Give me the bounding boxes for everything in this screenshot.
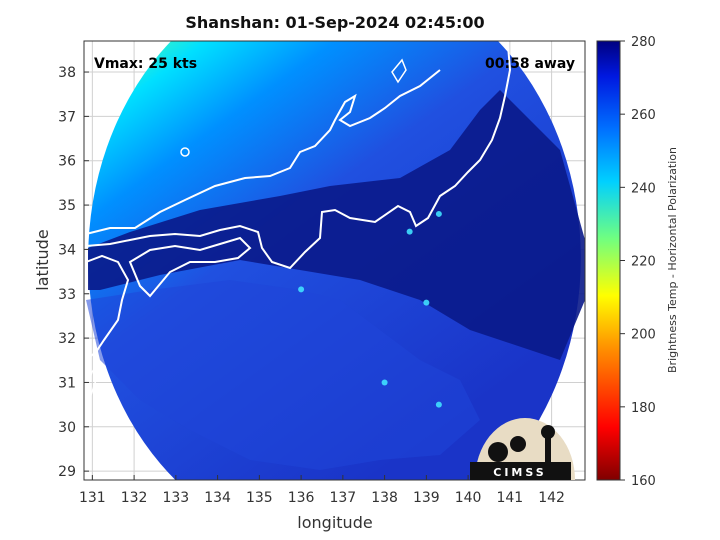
- y-tick-label: 30: [58, 420, 76, 436]
- x-tick-label: 137: [329, 490, 356, 506]
- water-tower-icon: [545, 438, 551, 462]
- colorbar: [596, 40, 621, 481]
- satellite-dish-icon: [488, 442, 508, 462]
- hotspot-point: [435, 401, 442, 408]
- y-tick-label: 37: [58, 109, 76, 125]
- logo-text: CIMSS: [493, 466, 546, 479]
- hotspot-point: [381, 379, 388, 386]
- x-tick-label: 134: [204, 490, 231, 506]
- x-tick-label: 139: [413, 490, 440, 506]
- coastline-honshu-north: [85, 69, 441, 235]
- x-axis-label: longitude: [297, 513, 372, 532]
- colorbar-tick-label: 220: [631, 255, 656, 270]
- axes-frame: [83, 40, 586, 481]
- coastline-tanegashima: [85, 361, 101, 400]
- hotspot-point: [423, 299, 430, 306]
- coastline-kyushu: [85, 254, 130, 361]
- cimss-logo: CIMSS: [470, 418, 575, 480]
- water-tower-tank-icon: [541, 425, 555, 439]
- colorbar-ticks: 160 180 200 220 240 260 280: [620, 35, 656, 489]
- y-axis-ticks: 29 30 31 32 33 34 35 36 37 38: [58, 65, 89, 480]
- vmax-annotation: Vmax: 25 kts: [94, 56, 197, 72]
- coastline-noto: [391, 58, 407, 84]
- coastline-oki: [180, 147, 190, 157]
- x-tick-label: 133: [162, 490, 189, 506]
- y-tick-label: 32: [58, 331, 76, 347]
- satellite-dish-icon-2: [510, 436, 526, 452]
- x-tick-label: 135: [246, 490, 273, 506]
- time-away-annotation: 00:58 away: [485, 56, 575, 72]
- warm-region: [88, 90, 585, 360]
- y-tick-label: 35: [58, 198, 76, 214]
- ocean-region: [86, 280, 480, 470]
- hotspot-point: [298, 286, 305, 293]
- coastline-honshu-south: [85, 44, 512, 270]
- y-axis-label: latitude: [33, 229, 52, 290]
- y-tick-label: 29: [58, 464, 76, 480]
- colorbar-tick-label: 160: [631, 474, 656, 489]
- y-tick-label: 36: [58, 154, 76, 170]
- x-tick-label: 136: [288, 490, 315, 506]
- y-tick-label: 38: [58, 65, 76, 81]
- colorbar-tick-label: 240: [631, 181, 656, 196]
- x-tick-label: 142: [538, 490, 565, 506]
- chart-title: Shanshan: 01-Sep-2024 02:45:00: [185, 13, 484, 32]
- coastline-shikoku: [128, 236, 252, 298]
- colorbar-tick-label: 180: [631, 401, 656, 416]
- y-tick-label: 31: [58, 375, 76, 391]
- colorbar-label: Brightness Temp - Horizontal Polarizatio…: [666, 147, 679, 373]
- x-axis-ticks: 131 132 133 134 135 136 137 138 139 140 141 142: [79, 475, 565, 506]
- x-tick-label: 141: [496, 490, 523, 506]
- hotspot-point: [435, 210, 442, 217]
- hotspot-group: [298, 210, 442, 408]
- colorbar-tick-label: 200: [631, 328, 656, 343]
- colorbar-tick-label: 260: [631, 108, 656, 123]
- y-tick-label: 33: [58, 287, 76, 303]
- x-tick-label: 140: [455, 490, 482, 506]
- x-tick-label: 131: [79, 490, 106, 506]
- x-tick-label: 132: [121, 490, 148, 506]
- x-tick-label: 138: [371, 490, 398, 506]
- colorbar-tick-label: 280: [631, 35, 656, 50]
- hotspot-point: [406, 228, 413, 235]
- y-tick-label: 34: [58, 242, 76, 258]
- logo-banner: [470, 462, 571, 480]
- swath-group: [85, 41, 585, 480]
